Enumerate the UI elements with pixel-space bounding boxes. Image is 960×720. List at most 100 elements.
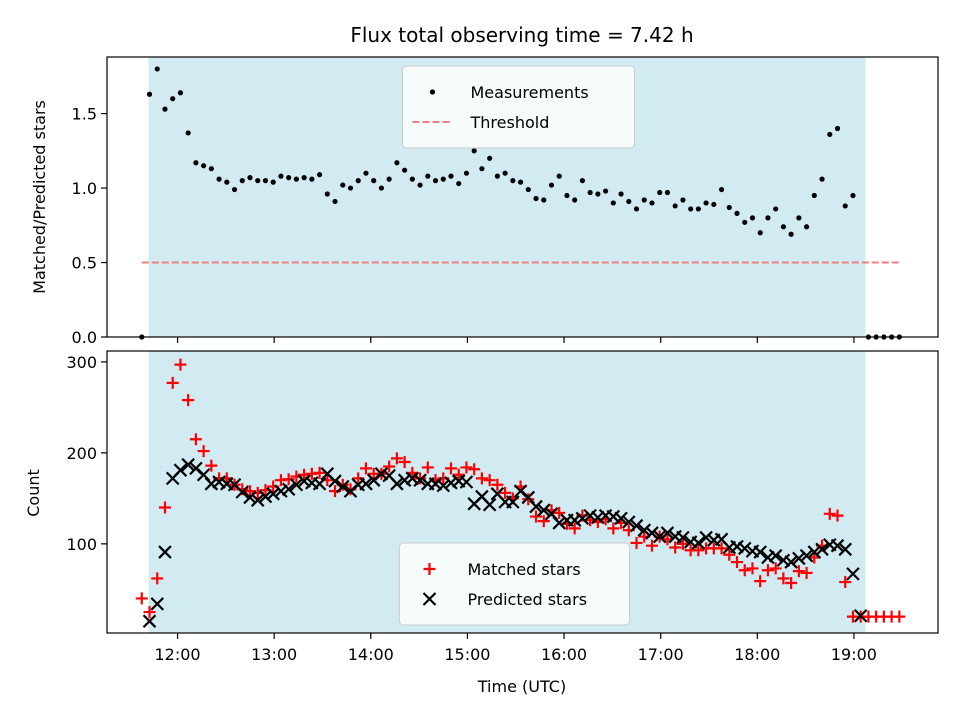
data-point	[731, 556, 744, 569]
data-point	[502, 170, 508, 176]
data-point	[189, 433, 202, 446]
data-point	[173, 463, 188, 477]
legend-marker	[429, 89, 436, 95]
data-point	[402, 167, 408, 173]
data-point	[610, 200, 616, 206]
data-point	[244, 485, 257, 498]
data-point	[224, 179, 230, 185]
data-point	[286, 175, 292, 181]
data-point	[475, 472, 488, 485]
data-point	[622, 515, 636, 529]
data-point	[378, 185, 385, 191]
data-point	[734, 210, 740, 216]
data-point	[436, 478, 451, 493]
data-point	[193, 160, 199, 166]
data-point	[676, 530, 690, 545]
data-point	[247, 175, 253, 181]
data-point	[166, 376, 179, 389]
data-point	[482, 497, 497, 512]
y-tick-label: 300	[66, 353, 97, 372]
data-point	[553, 506, 566, 519]
data-point	[487, 155, 493, 161]
data-point	[413, 473, 427, 487]
data-point	[456, 180, 462, 187]
data-point	[761, 564, 774, 577]
top-y-axis-label: Matched/Predicted stars	[30, 100, 49, 294]
data-point	[699, 530, 713, 545]
data-point	[800, 566, 813, 579]
data-point	[398, 455, 411, 468]
data-point	[394, 160, 400, 166]
data-point	[834, 125, 841, 132]
data-point	[556, 173, 562, 179]
data-point	[757, 230, 763, 236]
data-point	[471, 148, 477, 154]
data-point	[823, 507, 836, 520]
data-point	[313, 466, 326, 479]
data-point	[483, 474, 496, 487]
data-point	[603, 188, 609, 194]
data-point	[768, 548, 783, 563]
data-point	[491, 478, 504, 491]
data-point	[181, 457, 195, 472]
data-point	[143, 606, 156, 619]
data-point	[355, 178, 361, 184]
data-point	[151, 572, 164, 585]
data-point	[703, 200, 709, 206]
legend-label: Measurements	[471, 83, 589, 102]
data-point	[205, 459, 218, 472]
data-point	[293, 176, 299, 182]
data-point	[258, 489, 273, 504]
data-point	[440, 176, 446, 182]
data-point	[352, 472, 365, 485]
data-point	[780, 224, 786, 230]
data-point	[669, 541, 682, 554]
data-point	[633, 206, 640, 212]
x-tick-label: 12:00	[154, 645, 200, 664]
data-point	[197, 445, 210, 458]
data-point	[529, 499, 543, 514]
data-point	[522, 493, 535, 506]
data-point	[278, 173, 284, 179]
data-point	[390, 477, 404, 491]
data-point	[452, 468, 465, 481]
data-point	[715, 542, 728, 555]
data-point	[664, 189, 671, 196]
data-point	[711, 201, 717, 208]
legend: Measurements Threshold	[402, 65, 635, 149]
data-point	[726, 204, 732, 211]
y-tick-label: 0.0	[72, 328, 97, 347]
data-point	[811, 192, 817, 199]
data-point	[499, 486, 512, 499]
data-point	[289, 477, 304, 492]
data-point	[216, 176, 222, 182]
data-point	[579, 178, 586, 184]
data-point	[162, 106, 168, 112]
data-point	[850, 192, 856, 199]
data-point	[421, 461, 434, 474]
chart-title: Flux total observing time = 7.42 h	[350, 23, 693, 47]
data-point	[150, 597, 165, 611]
data-point	[788, 231, 794, 237]
data-point	[769, 562, 782, 575]
legend-label: Predicted stars	[468, 590, 588, 609]
data-point	[618, 191, 624, 197]
data-point	[842, 203, 848, 209]
data-point	[645, 539, 658, 552]
data-point	[688, 206, 694, 212]
data-point	[807, 545, 822, 559]
data-point	[541, 197, 547, 203]
x-tick-label: 14:00	[348, 645, 394, 664]
data-point	[692, 544, 705, 557]
legend-label: Threshold	[470, 113, 550, 132]
data-point	[359, 462, 372, 475]
data-point	[250, 493, 265, 507]
data-point	[614, 511, 628, 526]
data-point	[629, 518, 644, 533]
data-point	[552, 516, 566, 530]
x-axis-label: Time (UTC)	[477, 677, 566, 696]
data-point	[738, 564, 751, 577]
legend: Matched stars Predicted stars	[399, 542, 630, 626]
data-point	[309, 176, 315, 182]
